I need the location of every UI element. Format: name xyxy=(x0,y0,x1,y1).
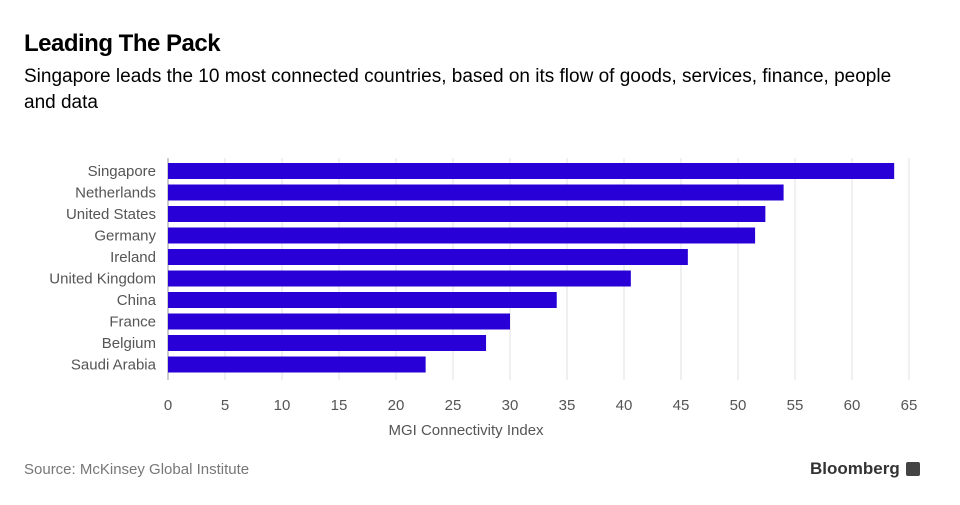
bar xyxy=(168,249,688,265)
x-tick-label: 20 xyxy=(388,397,405,414)
category-label: Saudi Arabia xyxy=(71,357,157,374)
category-label: France xyxy=(109,314,156,331)
x-tick-label: 0 xyxy=(164,397,172,414)
logo-text: Bloomberg xyxy=(810,459,900,478)
x-tick-label: 45 xyxy=(673,397,690,414)
x-tick-label: 10 xyxy=(274,397,291,414)
chart-subtitle: Singapore leads the 10 most connected co… xyxy=(24,66,892,113)
x-axis-label: MGI Connectivity Index xyxy=(388,422,544,439)
category-label: Germany xyxy=(94,228,156,245)
x-tick-label: 50 xyxy=(730,397,747,414)
source-note: Source: McKinsey Global Institute xyxy=(24,461,250,478)
x-tick-label: 25 xyxy=(445,397,462,414)
bar xyxy=(168,270,631,287)
x-tick-label: 15 xyxy=(331,397,348,414)
x-tick-label: 60 xyxy=(844,397,861,414)
x-tick-label: 40 xyxy=(616,397,633,414)
bar xyxy=(168,356,426,373)
x-tick-label: 55 xyxy=(787,397,804,414)
bloomberg-chart-icon xyxy=(905,462,920,476)
x-tick-label: 30 xyxy=(502,397,519,414)
category-label: United Kingdom xyxy=(49,271,156,288)
category-label: Netherlands xyxy=(75,185,156,202)
chart-title: Leading The Pack xyxy=(24,30,221,57)
x-tick-label: 5 xyxy=(221,397,229,414)
category-label: Belgium xyxy=(102,335,156,352)
bar-chart: 0 5 10 15 20 25 30 35 40 45 50 55 60 65 Singapore Nethe… xyxy=(49,158,918,439)
category-label: Singapore xyxy=(88,163,156,180)
x-tick-label: 35 xyxy=(559,397,576,414)
bar xyxy=(168,335,487,351)
bar xyxy=(168,206,766,222)
bar xyxy=(168,313,510,330)
bar xyxy=(168,163,895,179)
bar xyxy=(168,227,756,244)
bloomberg-logo: Bloomberg xyxy=(810,459,920,479)
category-label: Ireland xyxy=(110,249,156,266)
bar xyxy=(168,184,784,201)
bar xyxy=(168,292,557,308)
category-label: China xyxy=(117,292,157,309)
category-label: United States xyxy=(66,206,156,223)
x-tick-label: 65 xyxy=(901,397,918,414)
